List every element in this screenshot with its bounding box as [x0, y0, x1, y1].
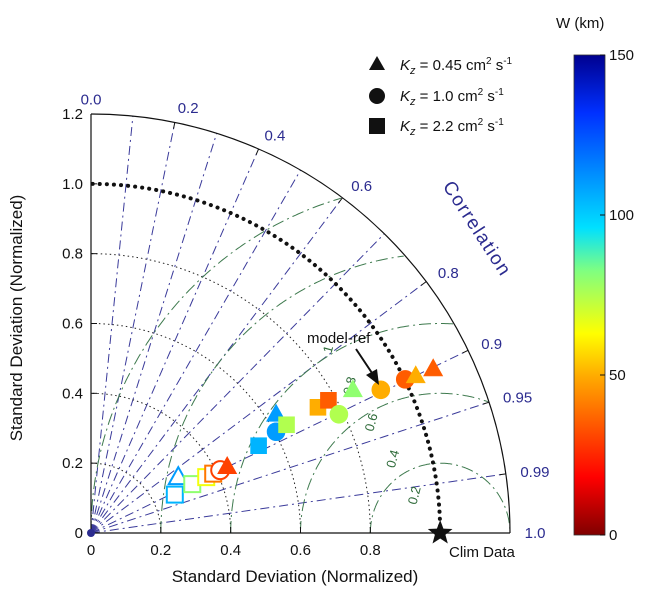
y-axis-label: Standard Deviation (Normalized) [7, 195, 26, 442]
correlation-tick-label: 1.0 [525, 525, 546, 542]
legend-square-label: Kz = 2.2 cm2 s-1 [400, 117, 504, 138]
grid-layer [90, 116, 511, 534]
outer-arc [90, 113, 511, 534]
reference-star [427, 520, 453, 544]
x-tick-label: 0 [87, 542, 95, 559]
origin-marker [87, 529, 95, 537]
correlation-tick-mark [338, 197, 343, 204]
rms-circle [90, 197, 342, 533]
colorbar-ticks: 0 50 100 150 [600, 47, 634, 544]
correlation-tick-mark [420, 281, 427, 286]
annotation-group: model-ref [307, 330, 379, 385]
correlation-tick-mark [462, 349, 469, 354]
y-tick-label: 1.0 [62, 176, 83, 193]
correlation-tick-label: 0.4 [264, 128, 285, 145]
reference-std-arc [89, 181, 443, 535]
y-tick-label: 0.2 [62, 455, 83, 472]
data-point-square [250, 437, 267, 455]
colorbar-title: W (km) [556, 15, 604, 32]
y-tick-label: 0 [75, 525, 83, 542]
legend-item-square: Kz = 2.2 cm2 s-1 [369, 117, 504, 138]
correlation-tick-mark [499, 473, 506, 476]
legend-item-circle: Kz = 1.0 cm2 s-1 [369, 87, 504, 108]
annotation-text: model-ref [307, 330, 371, 347]
rms-circle [160, 255, 404, 533]
data-point-triangle [342, 379, 363, 398]
legend: Kz = 0.45 cm2 s-1 Kz = 1.0 cm2 s-1 Kz = … [369, 56, 513, 138]
y-tick-label: 0.4 [62, 385, 83, 402]
data-point-square [320, 392, 337, 409]
rms-tick-label: 0.6 [361, 412, 380, 433]
rms-circle [369, 462, 511, 533]
points-layer [87, 358, 444, 537]
data-point-circle [329, 404, 349, 424]
annotation-arrowhead [366, 369, 379, 385]
correlation-ray [90, 122, 176, 534]
correlation-ray [90, 401, 490, 534]
data-point-triangle [167, 465, 190, 486]
x-tick-label: 0.6 [290, 542, 311, 559]
rms-circle [230, 323, 454, 533]
colorbar-tick-label: 0 [609, 527, 617, 544]
rms-tick-label: 1 [320, 344, 336, 355]
correlation-tick-mark [173, 122, 176, 129]
x-tick-label: 0.2 [150, 542, 171, 559]
reference-label: Clim Data [449, 544, 516, 561]
rms-circle [300, 392, 489, 533]
std-arc [90, 392, 232, 534]
correlation-tick-label: 0.9 [481, 336, 502, 353]
data-point-circle [371, 380, 391, 400]
correlation-tick-label: 0.95 [503, 390, 532, 407]
legend-circle-label: Kz = 1.0 cm2 s-1 [400, 87, 504, 108]
rms-tick-label: 0.4 [383, 448, 402, 469]
y-tick-label: 0.8 [62, 246, 83, 263]
colorbar-bar [573, 54, 606, 536]
x-tick-label: 0.8 [360, 542, 381, 559]
correlation-ray [90, 473, 506, 534]
correlation-tick-label: 0.0 [81, 91, 102, 108]
correlation-ray [90, 169, 301, 534]
x-axis-label: Standard Deviation (Normalized) [172, 567, 419, 586]
legend-triangle-marker [369, 56, 385, 70]
legend-item-triangle: Kz = 0.45 cm2 s-1 [369, 56, 513, 77]
data-point-triangle [217, 456, 238, 474]
correlation-tick-label: 0.8 [438, 265, 459, 282]
data-point-triangle [423, 358, 444, 377]
correlation-tick-mark [482, 401, 490, 405]
correlation-tick-label: 0.6 [351, 178, 372, 195]
x-tick-label: 0.4 [220, 542, 241, 559]
data-point-square [165, 485, 184, 504]
legend-triangle-label: Kz = 0.45 cm2 s-1 [400, 56, 513, 77]
axis-layer: 0 0.2 0.4 0.6 0.800.20.40.60.81.01.20.00.20.… [62, 91, 549, 559]
colorbar-tick-label: 50 [609, 367, 626, 384]
legend-circle-marker [369, 88, 385, 104]
colorbar-tick-label: 100 [609, 207, 634, 224]
correlation-tick-label: 0.2 [178, 100, 199, 117]
annotation-arrow-line [355, 348, 375, 377]
correlation-tick-mark [255, 148, 260, 155]
y-tick-label: 0.6 [62, 316, 83, 333]
correlation-tick-label: 0.99 [520, 464, 549, 481]
rms-tick-label: 0.2 [405, 485, 424, 506]
reference-group: Clim Data [427, 520, 516, 561]
std-arc [90, 253, 371, 534]
colorbar-tick-label: 150 [609, 47, 634, 64]
data-point-square [278, 416, 295, 434]
legend-square-marker [369, 118, 385, 134]
y-tick-label: 1.2 [62, 106, 83, 123]
std-arc [90, 462, 162, 534]
data-point-triangle [405, 365, 426, 384]
colorbar: W (km) 0 50 100 150 [556, 15, 634, 544]
correlation-ray [90, 281, 427, 534]
